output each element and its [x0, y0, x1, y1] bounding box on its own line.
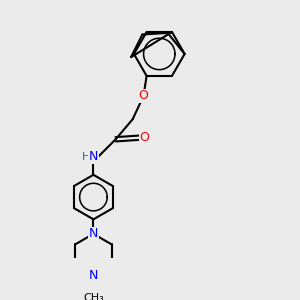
Text: H: H	[82, 152, 90, 162]
Text: CH₃: CH₃	[83, 292, 104, 300]
Text: N: N	[89, 227, 98, 240]
Text: O: O	[140, 131, 149, 144]
Text: O: O	[139, 89, 148, 103]
Text: N: N	[89, 150, 98, 164]
Text: N: N	[89, 269, 98, 282]
